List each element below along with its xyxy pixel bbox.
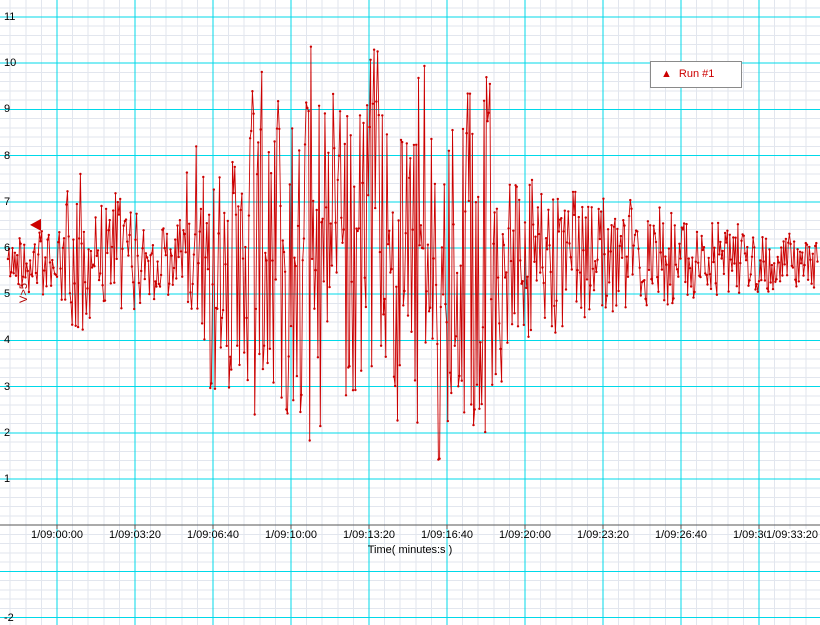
y-tick-label: 1 (4, 473, 11, 485)
y-axis-rotated-annotation: V>5 (16, 268, 32, 318)
y-tick-label: 3 (4, 380, 11, 393)
x-tick-label: 1/09:06:40 (187, 529, 239, 541)
x-tick-label: 1/09:00:00 (31, 529, 83, 541)
x-tick-label: 1/09:03:20 (109, 529, 161, 541)
y-tick-label: 5 (4, 288, 11, 301)
y-tick-label: 10 (4, 57, 17, 70)
y-tick-label: 4 (4, 334, 11, 347)
y-tick-label: 11 (4, 11, 16, 23)
x-tick-label: 1/09:33:20 (766, 529, 818, 541)
x-tick-label: 1/09:16:40 (421, 529, 473, 541)
legend-run1-label: Run #1 (678, 68, 715, 80)
series-run1 (6, 45, 819, 461)
channel-marker (30, 218, 41, 231)
y-tick-label: 8 (4, 149, 11, 162)
x-axis-line (0, 524, 820, 530)
x-tick-label: 1/09:26:40 (655, 529, 707, 541)
y-axis-rotated-annotation-text: V>5 (18, 283, 31, 303)
y-tick-label: 6 (4, 242, 11, 254)
y-tick-label: 9 (4, 103, 11, 116)
left-triangle-marker-icon[interactable] (30, 218, 41, 231)
x-tick-label: 1/09:20:00 (499, 529, 551, 541)
x-axis-title: Time( minutes:s ) (367, 544, 453, 556)
y-tick-label: -2 (4, 611, 14, 624)
x-tick-label: 1/09:23:20 (577, 529, 629, 541)
legend-triangle-icon: ▲ (661, 68, 672, 80)
x-tick-label: 1/09:13:20 (343, 529, 395, 541)
x-tick-label: 1/09:10:00 (265, 529, 317, 541)
y-tick-label: 7 (4, 195, 11, 208)
y-tick-label: 2 (4, 426, 11, 439)
legend[interactable]: ▲ Run #1 (650, 61, 742, 88)
